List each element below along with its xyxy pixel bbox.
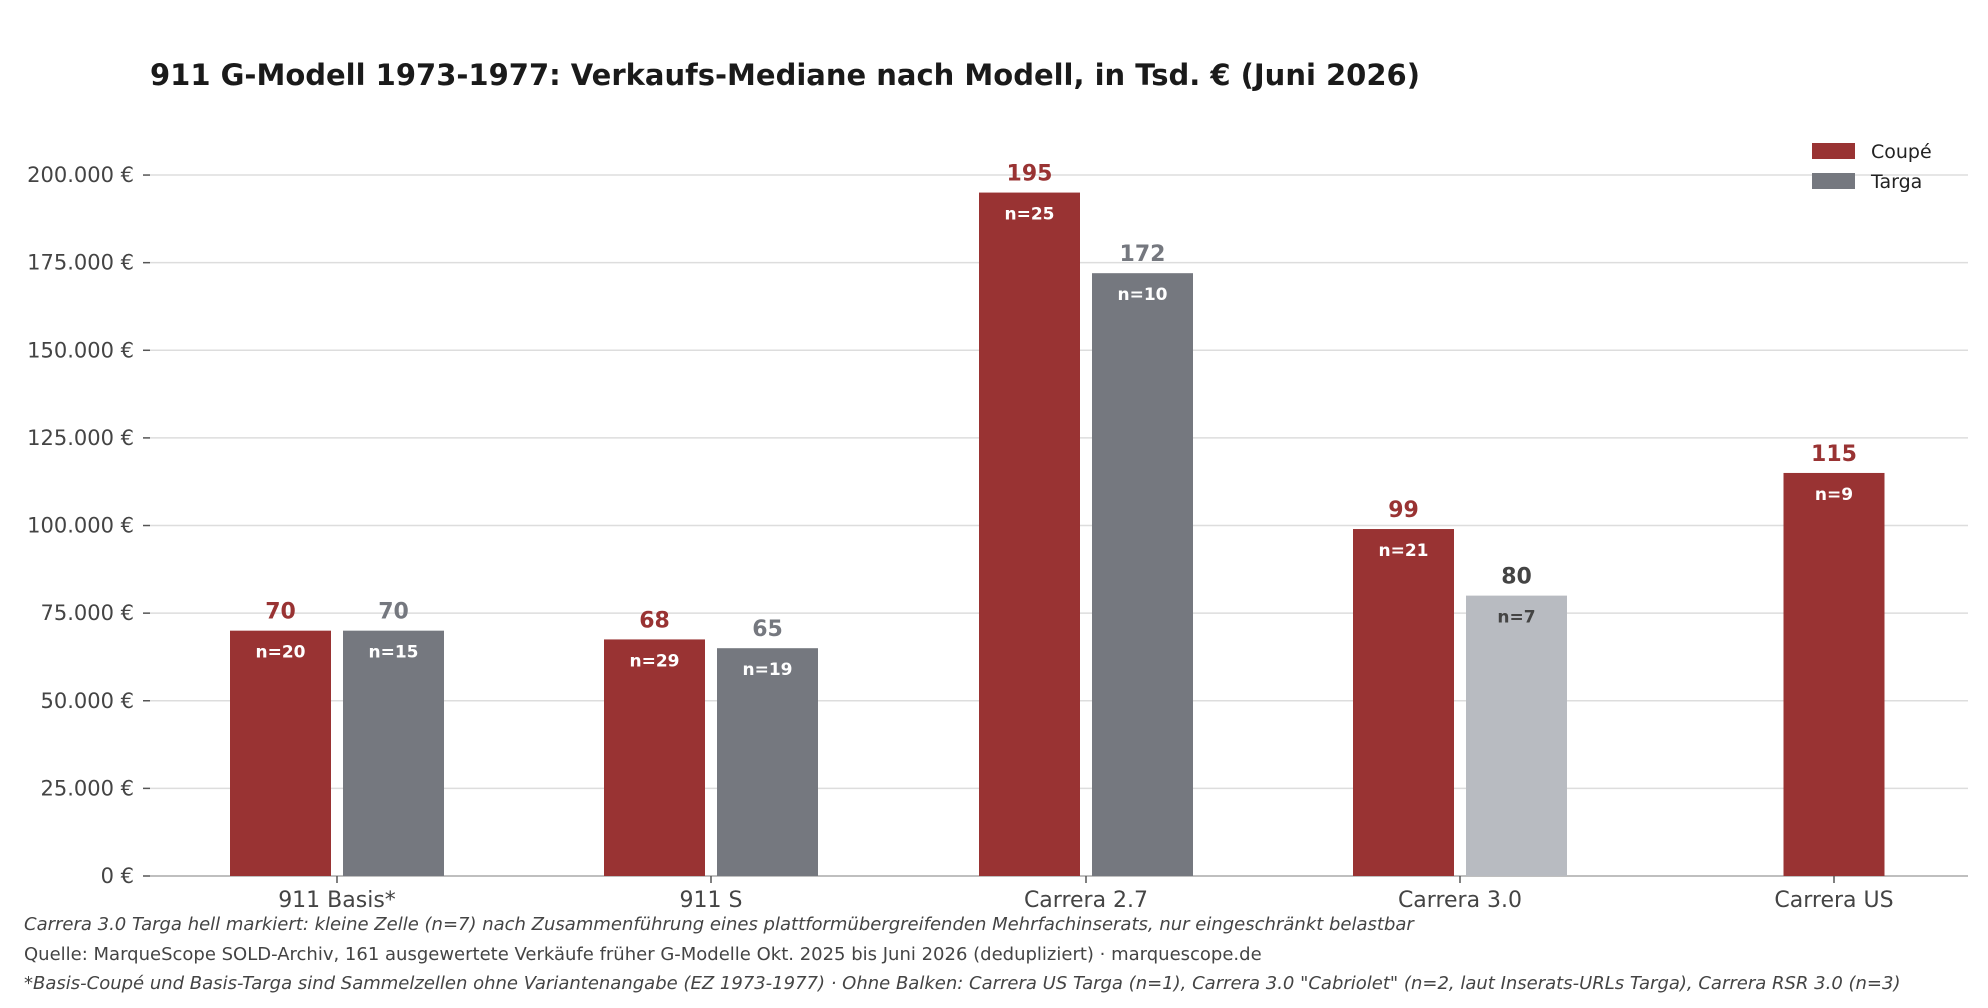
- n-label: n=20: [255, 643, 305, 663]
- y-tick-label: 175.000 €: [27, 251, 134, 275]
- value-label: 172: [1120, 242, 1166, 267]
- n-label: n=10: [1117, 285, 1167, 305]
- chart-title: 911 G-Modell 1973-1977: Verkaufs-Mediane…: [150, 58, 1420, 92]
- value-label: 195: [1007, 162, 1053, 187]
- value-label: 99: [1388, 498, 1419, 523]
- value-label: 70: [378, 600, 409, 625]
- n-label: n=29: [629, 651, 679, 671]
- n-label: n=21: [1378, 541, 1428, 561]
- n-label: n=15: [368, 643, 418, 663]
- footnote-source: Quelle: MarqueScope SOLD-Archiv, 161 aus…: [24, 944, 1262, 965]
- bar-coup-: [979, 192, 1080, 877]
- n-label: n=9: [1815, 485, 1853, 505]
- data-labels: 70 n=20 70 n=15 68 n=29 65 n=19 195 n=25 172 n=10 99…: [255, 162, 1856, 681]
- n-label: n=25: [1004, 205, 1054, 225]
- value-label: 115: [1811, 442, 1857, 467]
- bar-coup-: [604, 639, 705, 876]
- bar-targa: [1092, 273, 1193, 877]
- legend-swatch-coupe: [1812, 143, 1855, 159]
- value-label: 65: [752, 617, 783, 642]
- legend-swatch-targa: [1812, 173, 1855, 189]
- y-tick-label: 75.000 €: [40, 601, 134, 625]
- bar-coup-: [1783, 472, 1885, 876]
- y-tick-label: 100.000 €: [27, 514, 134, 538]
- n-label: n=7: [1497, 608, 1535, 628]
- bar-targa: [717, 648, 818, 876]
- legend-label-targa: Targa: [1870, 171, 1922, 193]
- footnote-basis-note: *Basis-Coupé und Basis-Targa sind Sammel…: [24, 973, 1900, 994]
- x-tick-label: Carrera 2.7: [1024, 888, 1148, 913]
- x-tick-label: Carrera US: [1774, 888, 1893, 913]
- x-tick-label: 911 Basis*: [278, 888, 396, 913]
- value-label: 80: [1501, 565, 1532, 590]
- bar-targa: [343, 630, 444, 876]
- bar-coup-: [1353, 529, 1454, 876]
- value-label: 70: [265, 600, 296, 625]
- y-tick-label: 50.000 €: [40, 689, 134, 713]
- value-label: 68: [639, 608, 670, 633]
- legend: Coupé Targa: [1812, 141, 1932, 193]
- bar-coup-: [230, 630, 331, 876]
- y-tick-label: 125.000 €: [27, 426, 134, 450]
- legend-label-coupe: Coupé: [1871, 141, 1932, 163]
- n-label: n=19: [742, 660, 792, 680]
- footnote-highlight-note: Carrera 3.0 Targa hell markiert: kleine …: [24, 914, 1415, 935]
- y-tick-label: 25.000 €: [40, 776, 134, 800]
- y-tick-label: 200.000 €: [27, 163, 134, 187]
- y-tick-label: 0 €: [101, 864, 134, 888]
- axes: 0 € 25.000 € 50.000 € 75.000 € 100.000 € 125.…: [27, 163, 1968, 913]
- footnotes: Carrera 3.0 Targa hell markiert: kleine …: [24, 914, 1900, 994]
- x-tick-label: Carrera 3.0: [1398, 888, 1522, 913]
- bars: [230, 192, 1885, 877]
- bar-targa: [1466, 595, 1567, 876]
- x-tick-label: 911 S: [680, 888, 743, 913]
- y-tick-label: 150.000 €: [27, 338, 134, 362]
